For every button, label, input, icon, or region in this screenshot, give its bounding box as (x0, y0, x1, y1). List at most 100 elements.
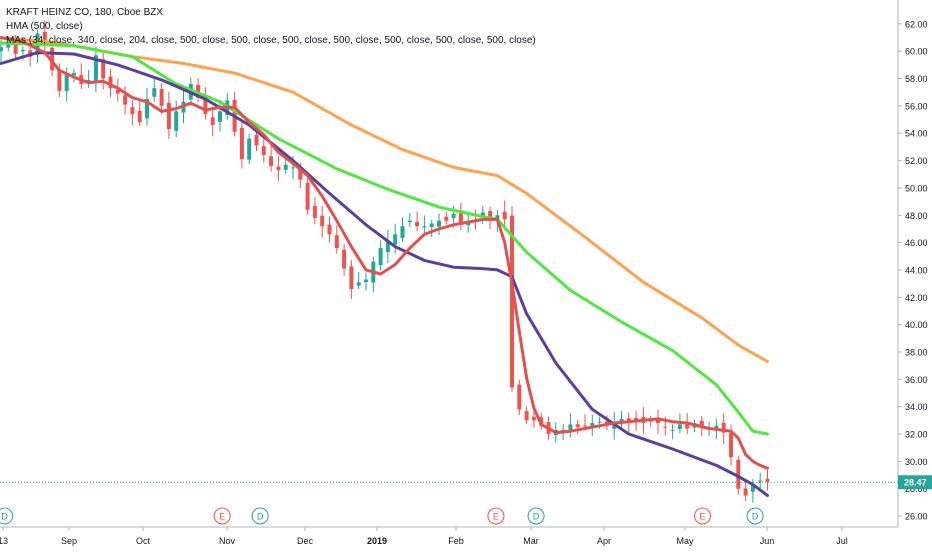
candle-body (218, 111, 222, 122)
candle-body (334, 235, 339, 249)
candle-body (239, 127, 244, 160)
y-tick-label: 56.00 (905, 101, 928, 111)
candle-body (510, 215, 514, 388)
candle-body (721, 422, 726, 433)
x-tick-label: Feb (448, 536, 464, 546)
candle-body (115, 89, 120, 94)
candle-body (385, 241, 390, 253)
candle-body (451, 213, 456, 219)
x-tick-label: Nov (219, 536, 236, 546)
candle-body (685, 422, 690, 429)
candle-body (166, 102, 171, 130)
candle-body (393, 234, 398, 245)
candle-body (590, 423, 595, 426)
y-tick-label: 30.00 (905, 457, 928, 467)
y-tick-label: 36.00 (905, 375, 928, 385)
event-marker-label: D (752, 512, 759, 522)
dividend-marker (527, 507, 545, 525)
candle-body (378, 248, 383, 266)
dividend-marker (251, 507, 269, 525)
candle-body (312, 205, 317, 218)
chart-title: KRAFT HEINZ CO, 180, Cboe BZX (6, 7, 164, 18)
candle-body (597, 421, 602, 423)
candle-body (247, 138, 252, 160)
candle-body (298, 166, 303, 180)
candle-body (57, 69, 62, 91)
candle-body (765, 478, 770, 482)
candle-body (145, 99, 149, 119)
candle-body (663, 426, 668, 428)
candle-body (583, 425, 587, 427)
dividend-marker (0, 507, 14, 525)
candle-body (174, 111, 179, 131)
candle-body (626, 418, 631, 422)
candle-body (429, 223, 434, 228)
y-tick-label: 42.00 (905, 293, 928, 303)
ma-line-3 (0, 51, 769, 497)
y-tick-label: 38.00 (905, 347, 928, 357)
y-tick-label: 46.00 (905, 238, 928, 248)
candle-body (101, 59, 106, 79)
y-tick-label: 32.00 (905, 429, 928, 439)
candle-body (305, 182, 310, 210)
candle-body (524, 411, 529, 421)
candle-body (531, 416, 536, 421)
candle-body (0, 47, 3, 52)
candle-body (283, 164, 288, 170)
y-tick-label: 26.00 (905, 512, 928, 522)
x-tick-label: Oct (136, 536, 151, 546)
ma-lines (0, 36, 769, 497)
y-tick-label: 34.00 (905, 402, 928, 412)
candle-body (422, 226, 427, 228)
x-tick-label: Sep (61, 536, 77, 546)
event-marker-label: D (1, 512, 8, 522)
candle-body (502, 211, 507, 220)
candle-body (575, 424, 580, 428)
candle-body (86, 79, 91, 81)
candle-body (750, 484, 755, 492)
x-tick-label: Apr (597, 536, 611, 546)
mas-indicator-label: MAs (34, close, 340, close, 204, close, … (6, 35, 536, 46)
candle-body (108, 76, 113, 89)
candle-body (327, 224, 332, 235)
x-tick-label: 2019 (367, 536, 387, 546)
y-tick-label: 62.00 (905, 19, 928, 29)
y-tick-label: 40.00 (905, 320, 928, 330)
candle-body (159, 89, 164, 106)
candle-body (415, 221, 420, 227)
candle-body (736, 459, 741, 489)
candle-body (20, 49, 25, 52)
y-tick-label: 60.00 (905, 47, 928, 57)
candle-body (13, 38, 18, 54)
hma-indicator-label: HMA (500, close) (6, 21, 83, 32)
candle-body (291, 167, 295, 169)
y-tick-label: 50.00 (905, 183, 928, 193)
event-marker-label: D (257, 512, 264, 522)
y-tick-label: 52.00 (905, 156, 928, 166)
x-tick-label: Mar (523, 536, 539, 546)
x-tick-label: Jul (836, 536, 848, 546)
last-price-tag (898, 475, 932, 490)
last-price-label: 28.47 (904, 478, 927, 488)
candle-body (123, 95, 128, 105)
candle-body (130, 107, 135, 115)
candle-body (400, 226, 405, 238)
candle-body (261, 146, 266, 156)
candle-body (356, 282, 361, 286)
candle-body (670, 429, 675, 431)
candle-body (6, 43, 11, 48)
ma-line-4 (0, 36, 769, 470)
candle-body (349, 266, 354, 290)
y-tick-label: 44.00 (905, 265, 928, 275)
earnings-marker (694, 507, 712, 525)
axes: 26.0028.0030.0032.0034.0036.0038.0040.00… (0, 0, 928, 546)
candle-body (203, 94, 208, 115)
candle-body (437, 220, 441, 227)
candle-body (254, 134, 259, 146)
x-tick-label: Dec (297, 536, 314, 546)
candle-body (480, 212, 485, 217)
dividend-marker (746, 507, 764, 525)
candle-body (458, 212, 463, 225)
